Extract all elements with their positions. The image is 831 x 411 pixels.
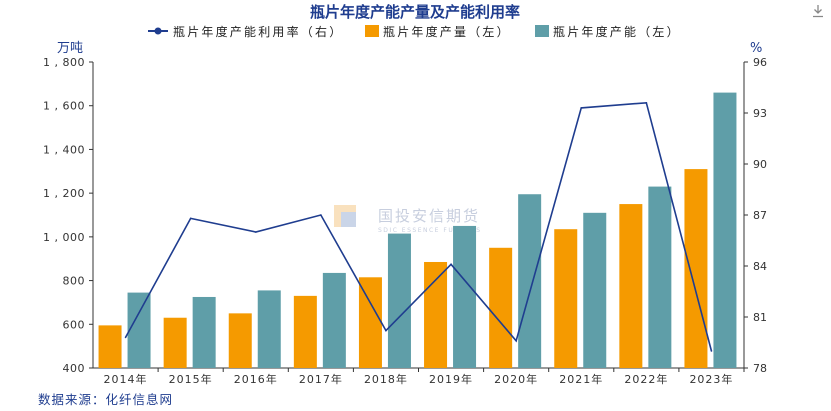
right-tick-label: 78 [753,362,767,375]
bar-output [684,169,708,368]
point-utilization [645,102,648,104]
right-tick-label: 93 [753,107,767,120]
right-tick-label: 84 [753,260,767,273]
point-utilization [385,329,387,332]
legend-label-output: 瓶片年度产量（左） [383,24,511,39]
data-source: 数据来源：化纤信息网 [38,392,173,407]
bar-capacity [127,292,151,368]
legend-item-output: 瓶片年度产量（左） [365,24,511,39]
left-tick-label: 400 [63,362,86,375]
x-tick-label: 2018年 [364,372,408,386]
right-tick-label: 90 [753,158,767,171]
bar-output [228,313,252,368]
point-utilization [124,336,127,339]
x-tick-label: 2016年 [234,372,278,386]
bar-output [619,204,643,368]
legend-label-capacity: 瓶片年度产能（左） [553,24,681,39]
left-tick-label: 800 [63,275,86,288]
left-tick-label: 1 , 000 [43,231,85,244]
point-utilization [189,217,192,220]
bar-output [554,229,578,368]
watermark-subtitle: SDIC ESSENCE FUTURES [378,227,482,234]
left-tick-label: 1 , 200 [43,187,85,200]
bar-capacity [322,272,346,368]
download-icon[interactable] [811,4,825,18]
left-tick-label: 600 [63,318,86,331]
legend-label-utilization: 瓶片年度产能利用率（右） [173,24,343,39]
point-utilization [710,350,713,352]
bar-capacity [257,290,281,368]
bar-capacity [518,194,542,368]
point-utilization [254,231,257,233]
bar-output [163,317,187,368]
x-tick-label: 2020年 [494,372,538,386]
bar-capacity [453,225,477,368]
bar-output [424,261,448,368]
legend-marker-utilization [154,27,162,35]
point-utilization [580,107,583,109]
legend-swatch-capacity [535,25,549,37]
bar-capacity [583,212,607,368]
plot-area: 400 600 800 1 , 000 1 , 200 1 , 400 1 , 600 1 ,… [43,56,767,386]
x-tick-label: 2019年 [429,372,473,386]
bar-output [293,295,317,368]
bar-output [489,247,513,368]
bar-capacity [192,296,216,368]
x-tick-label: 2023年 [689,372,733,386]
left-tick-label: 1 , 400 [43,143,85,156]
right-axis-unit: % [750,41,762,56]
legend-swatch-output [365,25,379,37]
point-utilization [450,263,452,266]
point-utilization [515,340,517,342]
legend-item-capacity: 瓶片年度产能（左） [535,24,681,39]
right-tick-label: 87 [753,209,767,222]
watermark: 国投安信期货 SDIC ESSENCE FUTURES [334,205,482,234]
right-tick-label: 96 [753,56,767,69]
bar-capacity [713,92,737,368]
left-tick-label: 1 , 600 [43,100,85,113]
bar-output [358,277,382,368]
left-tick-label: 1 , 800 [43,56,85,69]
x-tick-label: 2017年 [299,372,343,386]
legend-item-utilization: 瓶片年度产能利用率（右） [148,24,343,39]
watermark-name: 国投安信期货 [378,207,480,225]
point-utilization [320,214,322,216]
x-tick-label: 2015年 [169,372,213,386]
chart-title: 瓶片年度产能产量及产能利用率 [310,3,520,21]
bar-capacity [648,186,672,368]
x-tick-label: 2022年 [624,372,668,386]
left-axis-unit: 万吨 [57,41,83,56]
right-tick-label: 81 [753,311,767,324]
x-tick-label: 2014年 [104,372,148,386]
bar-output [98,325,122,368]
legend: 瓶片年度产能利用率（右） 瓶片年度产量（左） 瓶片年度产能（左） [148,24,681,39]
bar-capacity [387,233,411,368]
line-utilization [124,101,713,352]
x-tick-label: 2021年 [559,372,603,386]
